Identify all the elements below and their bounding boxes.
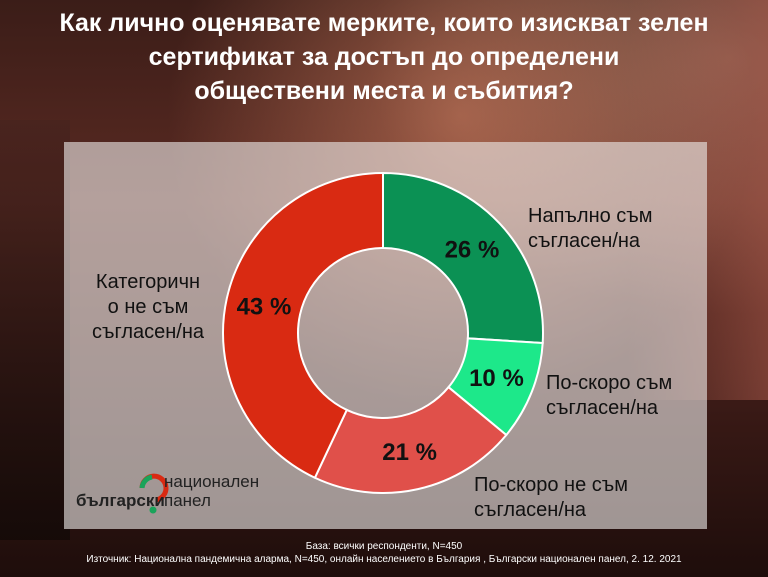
legend-label-fully-agree: Напълно съм съгласен/на	[528, 205, 653, 252]
donut-slice-rather-disagree	[313, 385, 508, 494]
data-label-rather-disagree: 21 %	[382, 439, 437, 466]
data-label-strongly-disagree: 43 %	[237, 293, 292, 320]
footer-source: Източник: Национална пандемична аларма, …	[86, 554, 682, 565]
logo: български национален панел	[76, 470, 266, 520]
data-label-rather-agree: 10 %	[469, 365, 524, 392]
logo-word-national-panel: национален панел	[164, 472, 260, 510]
donut-slice-fully-agree	[382, 171, 544, 345]
background-trees	[0, 120, 70, 540]
legend-label-rather-disagree: По-скоро не съм съгласен/на	[474, 474, 629, 521]
footer-base: База: всички респонденти, N=450	[305, 541, 463, 552]
donut-slice-strongly-disagree	[222, 171, 384, 480]
logo-mark-icon	[139, 473, 169, 514]
data-label-fully-agree: 26 %	[445, 236, 500, 263]
legend-label-strongly-disagree: Категоричн о не съм съгласен/на	[91, 271, 205, 343]
chart-title: Как лично оценявате мерките, които изиск…	[59, 9, 709, 105]
legend-label-rather-agree: По-скоро съм съгласен/на	[546, 372, 673, 419]
logo-word-bulgarian: български	[76, 491, 165, 510]
